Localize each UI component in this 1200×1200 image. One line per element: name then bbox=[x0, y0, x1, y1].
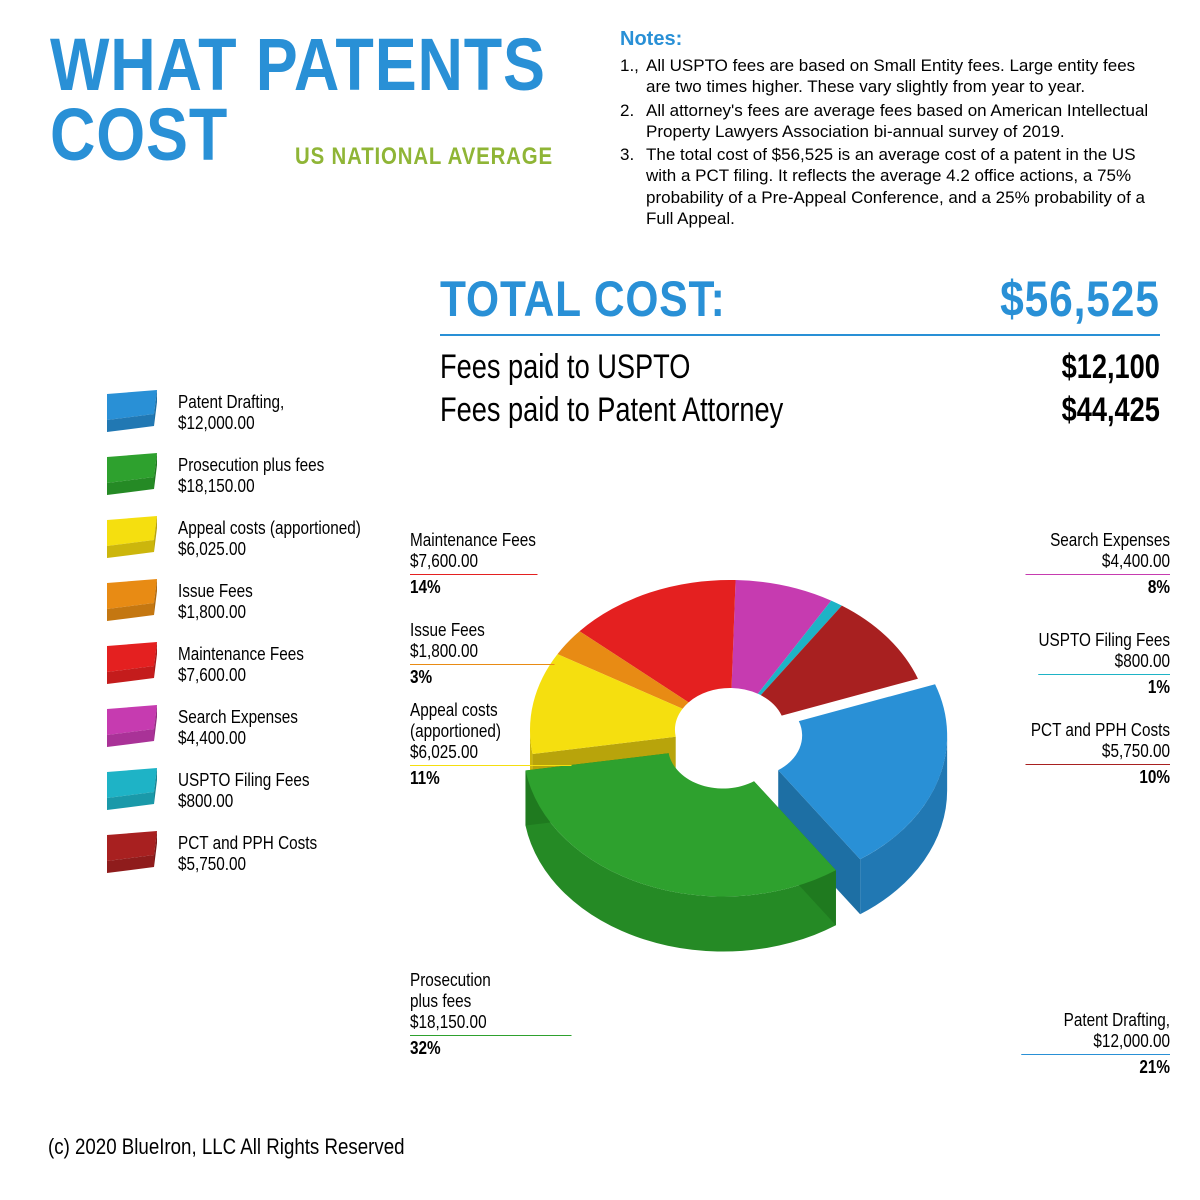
title-line1: WHAT PATENTS bbox=[50, 30, 546, 100]
legend-swatch bbox=[105, 768, 160, 813]
callout-amount: $7,600.00 bbox=[410, 551, 589, 572]
note-item: 3.The total cost of $56,525 is an averag… bbox=[620, 144, 1160, 229]
callout-label: Issue Fees bbox=[410, 620, 589, 641]
title-block: WHAT PATENTS COST US NATIONAL AVERAGE bbox=[50, 30, 633, 171]
totals-block: TOTAL COST: $56,525 Fees paid to USPTO $… bbox=[440, 270, 1160, 434]
callout-pct: 10% bbox=[992, 767, 1171, 788]
note-item: 1.,All USPTO fees are based on Small Ent… bbox=[620, 55, 1160, 98]
note-text: All attorney's fees are average fees bas… bbox=[646, 100, 1160, 143]
callout-pct: 8% bbox=[992, 577, 1171, 598]
legend-swatch bbox=[105, 705, 160, 750]
callout-pct: PCT and PPH Costs $5,750.00 10% bbox=[992, 720, 1171, 788]
total-label: TOTAL COST: bbox=[440, 270, 726, 328]
notes-block: Notes: 1.,All USPTO fees are based on Sm… bbox=[620, 28, 1160, 231]
total-rule bbox=[440, 334, 1160, 336]
callout-rule bbox=[1026, 764, 1171, 765]
legend-swatch bbox=[105, 516, 160, 561]
note-num: 2. bbox=[620, 100, 646, 143]
uspto-label: Fees paid to USPTO bbox=[440, 348, 690, 387]
legend-item-prosecution: Prosecution plus fees$18,150.00 bbox=[105, 453, 393, 498]
legend-item-appeal: Appeal costs (apportioned)$6,025.00 bbox=[105, 516, 393, 561]
legend-label: PCT and PPH Costs$5,750.00 bbox=[178, 833, 317, 874]
legend-label: Issue Fees$1,800.00 bbox=[178, 581, 253, 622]
atty-value: $44,425 bbox=[1062, 391, 1160, 430]
legend-item-issue: Issue Fees$1,800.00 bbox=[105, 579, 393, 624]
callout-amount: $1,800.00 bbox=[410, 641, 589, 662]
legend-item-filing: USPTO Filing Fees$800.00 bbox=[105, 768, 393, 813]
callout-pct: 3% bbox=[410, 667, 589, 688]
callout-rule bbox=[410, 1035, 572, 1036]
callout-pct: 14% bbox=[410, 577, 589, 598]
callout-label: Search Expenses bbox=[992, 530, 1171, 551]
note-text: The total cost of $56,525 is an average … bbox=[646, 144, 1160, 229]
callout-maint: Maintenance Fees $7,600.00 14% bbox=[410, 530, 589, 598]
callout-label: Appeal costs(apportioned) bbox=[410, 700, 589, 742]
callout-filing: USPTO Filing Fees $800.00 1% bbox=[992, 630, 1171, 698]
callout-amount: $12,000.00 bbox=[992, 1031, 1171, 1052]
legend-label: Appeal costs (apportioned)$6,025.00 bbox=[178, 518, 361, 559]
callout-drafting: Patent Drafting, $12,000.00 21% bbox=[992, 1010, 1171, 1078]
note-item: 2.All attorney's fees are average fees b… bbox=[620, 100, 1160, 143]
note-num: 3. bbox=[620, 144, 646, 229]
callout-rule bbox=[410, 664, 555, 665]
callout-pct: 32% bbox=[410, 1038, 589, 1059]
callout-label: USPTO Filing Fees bbox=[992, 630, 1171, 651]
callout-label: Patent Drafting, bbox=[992, 1010, 1171, 1031]
legend-swatch bbox=[105, 453, 160, 498]
legend-swatch bbox=[105, 579, 160, 624]
uspto-value: $12,100 bbox=[1062, 348, 1160, 387]
callout-pct: 21% bbox=[992, 1057, 1171, 1078]
callout-issue: Issue Fees $1,800.00 3% bbox=[410, 620, 589, 688]
notes-title: Notes: bbox=[620, 28, 1160, 51]
callout-appeal: Appeal costs(apportioned) $6,025.00 11% bbox=[410, 700, 589, 789]
legend-label: Patent Drafting,$12,000.00 bbox=[178, 392, 284, 433]
callout-pct: 1% bbox=[992, 677, 1171, 698]
callout-label: Prosecutionplus fees bbox=[410, 970, 589, 1012]
legend-swatch bbox=[105, 390, 160, 435]
callout-label: Maintenance Fees bbox=[410, 530, 589, 551]
callout-search: Search Expenses $4,400.00 8% bbox=[992, 530, 1171, 598]
legend: Patent Drafting,$12,000.00 Prosecution p… bbox=[105, 390, 393, 894]
callout-rule bbox=[410, 574, 538, 575]
legend-label: Prosecution plus fees$18,150.00 bbox=[178, 455, 324, 496]
callout-amount: $5,750.00 bbox=[992, 741, 1171, 762]
callout-pct: 11% bbox=[410, 768, 589, 789]
legend-label: USPTO Filing Fees$800.00 bbox=[178, 770, 310, 811]
callout-amount: $800.00 bbox=[992, 651, 1171, 672]
legend-label: Maintenance Fees$7,600.00 bbox=[178, 644, 304, 685]
total-value: $56,525 bbox=[1000, 270, 1160, 328]
legend-item-maint: Maintenance Fees$7,600.00 bbox=[105, 642, 393, 687]
notes-body: 1.,All USPTO fees are based on Small Ent… bbox=[620, 55, 1160, 229]
atty-label: Fees paid to Patent Attorney bbox=[440, 391, 783, 430]
callout-label: PCT and PPH Costs bbox=[992, 720, 1171, 741]
callout-amount: $4,400.00 bbox=[992, 551, 1171, 572]
callout-rule bbox=[410, 765, 572, 766]
callout-rule bbox=[1026, 574, 1171, 575]
legend-item-search: Search Expenses$4,400.00 bbox=[105, 705, 393, 750]
callout-rule bbox=[1021, 1054, 1170, 1055]
note-text: All USPTO fees are based on Small Entity… bbox=[646, 55, 1160, 98]
callout-rule bbox=[1038, 674, 1170, 675]
legend-swatch bbox=[105, 831, 160, 876]
note-num: 1., bbox=[620, 55, 646, 98]
callout-amount: $18,150.00 bbox=[410, 1012, 589, 1033]
legend-item-drafting: Patent Drafting,$12,000.00 bbox=[105, 390, 393, 435]
callout-prosecution: Prosecutionplus fees $18,150.00 32% bbox=[410, 970, 589, 1059]
legend-item-pct: PCT and PPH Costs$5,750.00 bbox=[105, 831, 393, 876]
legend-swatch bbox=[105, 642, 160, 687]
callout-amount: $6,025.00 bbox=[410, 742, 589, 763]
legend-label: Search Expenses$4,400.00 bbox=[178, 707, 298, 748]
copyright: (c) 2020 BlueIron, LLC All Rights Reserv… bbox=[48, 1134, 405, 1160]
title-sub: US NATIONAL AVERAGE bbox=[295, 143, 553, 171]
